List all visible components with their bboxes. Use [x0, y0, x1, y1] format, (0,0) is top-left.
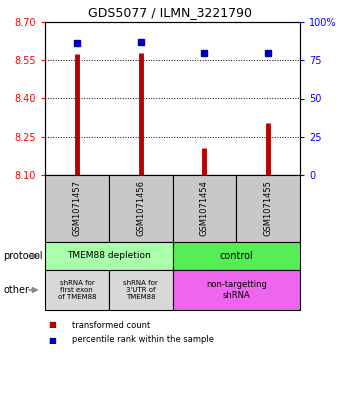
Text: protocol: protocol [3, 251, 43, 261]
Text: TMEM88 depletion: TMEM88 depletion [67, 252, 151, 261]
Text: ■: ■ [48, 321, 56, 329]
Text: shRNA for
first exon
of TMEM88: shRNA for first exon of TMEM88 [57, 280, 96, 300]
Text: ■: ■ [48, 336, 56, 345]
Text: other: other [3, 285, 29, 295]
Text: GDS5077 / ILMN_3221790: GDS5077 / ILMN_3221790 [88, 7, 252, 20]
Text: GSM1071456: GSM1071456 [136, 180, 145, 237]
Text: control: control [219, 251, 253, 261]
Text: non-targetting
shRNA: non-targetting shRNA [206, 280, 267, 300]
Text: percentile rank within the sample: percentile rank within the sample [72, 336, 214, 345]
Text: shRNA for
3'UTR of
TMEM88: shRNA for 3'UTR of TMEM88 [123, 280, 158, 300]
Text: GSM1071455: GSM1071455 [264, 180, 273, 237]
Text: transformed count: transformed count [72, 321, 150, 329]
Text: GSM1071454: GSM1071454 [200, 180, 209, 237]
Text: GSM1071457: GSM1071457 [72, 180, 81, 237]
